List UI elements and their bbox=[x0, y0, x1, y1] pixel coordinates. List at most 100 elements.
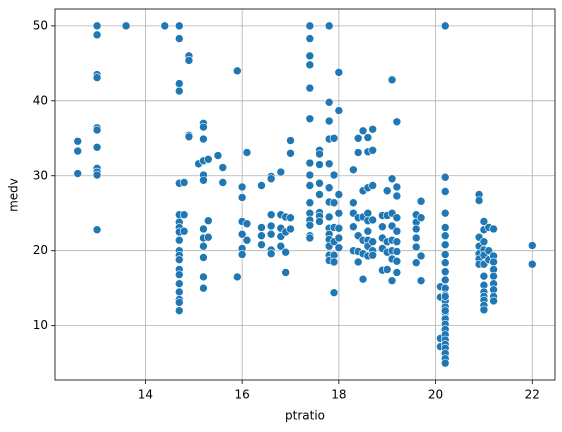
point bbox=[315, 190, 324, 199]
point bbox=[527, 259, 537, 269]
point bbox=[203, 216, 213, 226]
point bbox=[121, 21, 131, 31]
point bbox=[324, 183, 334, 193]
point bbox=[392, 256, 402, 266]
point bbox=[329, 170, 339, 180]
point bbox=[92, 142, 102, 152]
point bbox=[266, 229, 276, 239]
point bbox=[363, 226, 373, 236]
point bbox=[474, 196, 484, 205]
point bbox=[286, 213, 295, 223]
point bbox=[368, 237, 377, 247]
point bbox=[440, 258, 450, 268]
point bbox=[349, 222, 358, 232]
point bbox=[484, 246, 494, 256]
point bbox=[489, 296, 498, 306]
point bbox=[363, 208, 373, 218]
point bbox=[527, 241, 537, 250]
point bbox=[237, 182, 247, 192]
point bbox=[411, 242, 421, 252]
y-axis-label: medv bbox=[7, 178, 21, 212]
point bbox=[242, 235, 252, 245]
point bbox=[440, 240, 450, 250]
point bbox=[368, 250, 377, 260]
point bbox=[334, 106, 344, 115]
point bbox=[305, 233, 315, 243]
point bbox=[440, 208, 450, 218]
point bbox=[440, 231, 450, 241]
point bbox=[368, 181, 377, 190]
point bbox=[353, 257, 363, 267]
point bbox=[305, 34, 315, 43]
point bbox=[411, 258, 421, 268]
point bbox=[281, 247, 290, 257]
point bbox=[387, 174, 397, 184]
point bbox=[174, 306, 184, 315]
point bbox=[242, 148, 252, 157]
point bbox=[92, 170, 102, 180]
point bbox=[203, 232, 213, 242]
point bbox=[179, 178, 189, 187]
point bbox=[266, 174, 276, 184]
point bbox=[334, 208, 344, 218]
point bbox=[199, 272, 208, 282]
point bbox=[199, 175, 208, 185]
point bbox=[392, 182, 402, 192]
point bbox=[305, 181, 315, 190]
point bbox=[199, 283, 208, 293]
point bbox=[324, 159, 334, 169]
point bbox=[353, 148, 363, 157]
point bbox=[440, 267, 450, 276]
point bbox=[392, 237, 402, 247]
point bbox=[315, 160, 324, 169]
point bbox=[334, 68, 344, 77]
point bbox=[233, 272, 242, 282]
point bbox=[257, 181, 266, 190]
point bbox=[237, 250, 247, 259]
point bbox=[349, 198, 358, 208]
point bbox=[305, 158, 315, 168]
point bbox=[440, 223, 450, 232]
point bbox=[73, 136, 83, 146]
point bbox=[92, 225, 102, 235]
point bbox=[440, 306, 450, 315]
point bbox=[242, 219, 252, 229]
point bbox=[489, 271, 498, 281]
point bbox=[329, 198, 339, 208]
point bbox=[411, 233, 421, 243]
x-tick-label: 14 bbox=[138, 388, 153, 402]
point bbox=[179, 226, 189, 236]
point bbox=[305, 60, 315, 70]
point bbox=[440, 172, 450, 182]
point bbox=[257, 231, 266, 241]
point bbox=[416, 251, 426, 261]
point bbox=[440, 292, 450, 301]
point bbox=[334, 243, 344, 253]
point bbox=[440, 358, 450, 368]
point bbox=[257, 223, 266, 232]
point bbox=[174, 270, 184, 279]
point bbox=[440, 275, 450, 285]
point bbox=[305, 220, 315, 230]
y-tick-label: 40 bbox=[33, 93, 48, 107]
point bbox=[305, 21, 315, 31]
point bbox=[440, 21, 450, 31]
point bbox=[479, 237, 489, 247]
point bbox=[324, 212, 334, 222]
point bbox=[257, 240, 266, 250]
point bbox=[392, 226, 402, 236]
point bbox=[92, 21, 102, 31]
point bbox=[411, 224, 421, 234]
point bbox=[276, 167, 286, 177]
point bbox=[174, 279, 184, 288]
point bbox=[392, 213, 402, 223]
point bbox=[479, 305, 489, 315]
y-tick-label: 20 bbox=[33, 243, 48, 257]
point bbox=[387, 75, 397, 85]
point bbox=[218, 163, 228, 172]
point bbox=[199, 253, 208, 262]
point bbox=[286, 136, 295, 145]
point bbox=[266, 210, 276, 220]
y-tick-label: 30 bbox=[33, 168, 48, 182]
